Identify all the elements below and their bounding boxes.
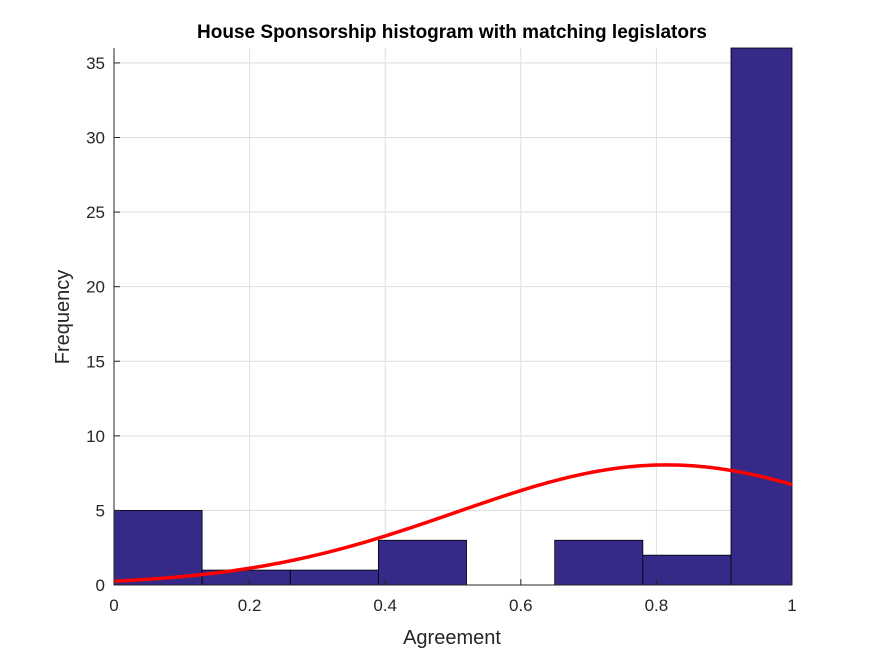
y-tick-label-5: 25 xyxy=(86,203,105,222)
y-tick-label-0: 0 xyxy=(96,576,105,595)
y-tick-label-7: 35 xyxy=(86,54,105,73)
y-tick-label-2: 10 xyxy=(86,427,105,446)
histogram-bar-4 xyxy=(378,539,467,586)
histogram-bar-6 xyxy=(554,539,644,586)
x-tick-label-4: 0.8 xyxy=(645,596,669,615)
histogram-bar-8 xyxy=(730,47,793,586)
x-tick-label-1: 0.2 xyxy=(238,596,262,615)
histogram-bar-3 xyxy=(289,569,379,586)
x-tick-labels: 0 0.2 0.4 0.6 0.8 1 xyxy=(109,596,796,615)
y-axis-label: Frequency xyxy=(52,270,74,365)
y-tick-labels: 0 5 10 15 20 25 30 35 xyxy=(86,54,105,595)
x-tick-label-5: 1 xyxy=(787,596,796,615)
x-tick-label-2: 0.4 xyxy=(373,596,397,615)
x-tick-label-3: 0.6 xyxy=(509,596,533,615)
histogram-bar-1 xyxy=(113,510,203,586)
x-axis-label: Agreement xyxy=(403,627,501,649)
y-tick-label-6: 30 xyxy=(86,129,105,148)
chart-title: House Sponsorship histogram with matchin… xyxy=(197,22,707,43)
axes xyxy=(113,48,793,586)
x-tick-label-0: 0 xyxy=(109,596,118,615)
histogram-bar-7 xyxy=(642,554,732,586)
y-tick-label-4: 20 xyxy=(86,278,105,297)
y-tick-label-1: 5 xyxy=(96,501,105,520)
fit-curve xyxy=(113,463,793,583)
grid xyxy=(113,48,793,586)
y-tick-label-3: 15 xyxy=(86,352,105,371)
histogram-bars xyxy=(113,47,793,586)
